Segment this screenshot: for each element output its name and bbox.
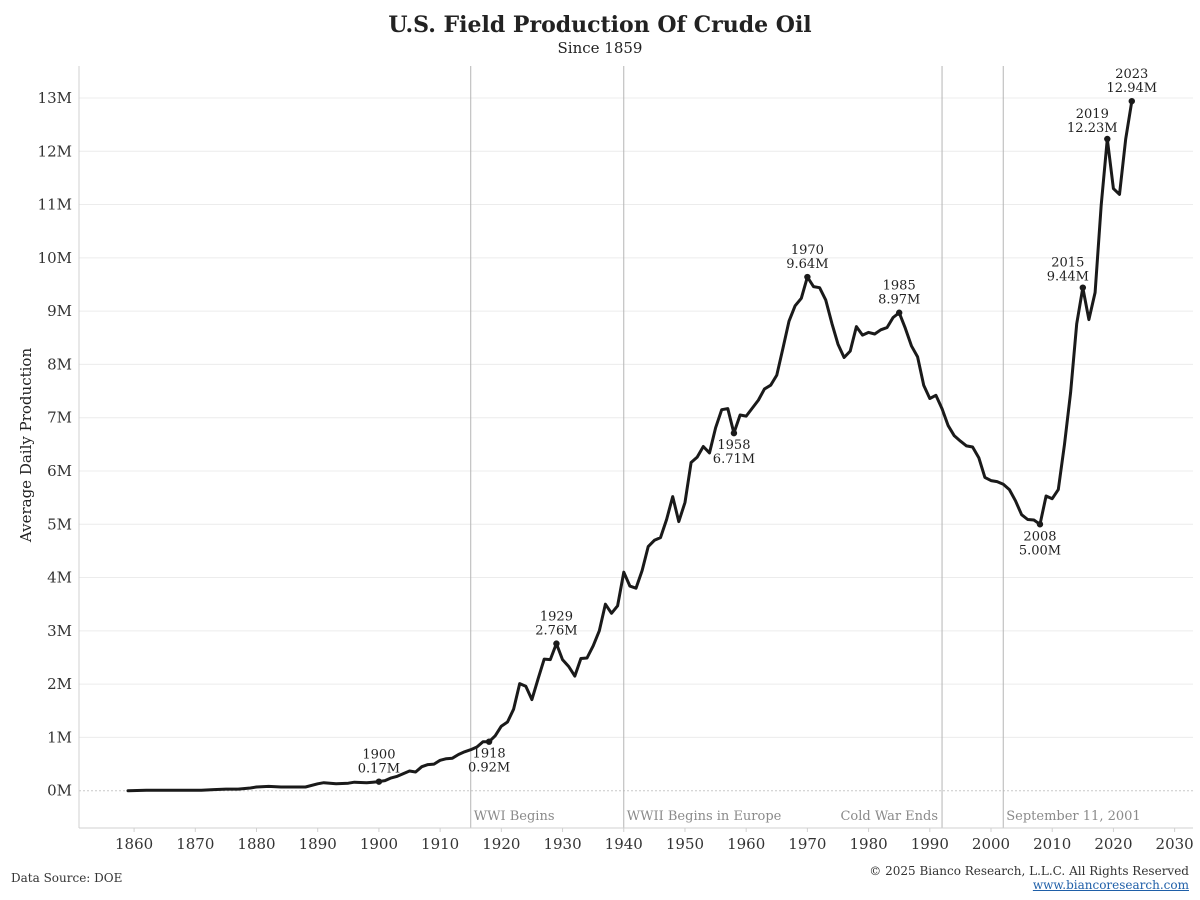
annotation-point: [730, 429, 738, 437]
event-label: Cold War Ends: [840, 809, 938, 824]
x-tick-label: 1960: [727, 835, 765, 853]
annotation-value: 0.92M: [468, 761, 510, 776]
x-tick-label: 1860: [115, 835, 153, 853]
x-tick-label: 1900: [360, 835, 398, 853]
annotation-value: 8.97M: [878, 293, 920, 308]
annotation-point: [375, 778, 383, 785]
annotation-year: 2023: [1115, 67, 1148, 82]
y-tick-label: 9M: [47, 302, 72, 320]
x-tick-label: 1920: [482, 835, 520, 853]
x-tick-label: 1980: [849, 835, 887, 853]
chart-title: U.S. Field Production Of Crude Oil: [388, 12, 812, 38]
annotation-point: [1104, 135, 1111, 143]
annotation-value: 9.44M: [1047, 270, 1089, 285]
x-tick-label: 1890: [299, 835, 337, 853]
annotation-year: 1970: [791, 243, 824, 258]
axes: 0M 1M 2M 3M 4M 5M 6M 7M 8M 9M 10M 11M 12M 13M 1860 1870…: [38, 66, 1194, 853]
y-tick-label: 6M: [47, 462, 72, 480]
x-tick-label: 1880: [237, 835, 275, 853]
series-layer: [126, 99, 1134, 793]
annotation-year: 1900: [362, 748, 395, 763]
annotation-year: 1958: [717, 438, 750, 453]
annotation-year: 2019: [1076, 107, 1109, 122]
y-tick-label: 0M: [47, 782, 72, 800]
annotation-point: [804, 273, 811, 281]
event-label: WWI Begins: [474, 809, 555, 824]
annotation-year: 2015: [1051, 256, 1084, 271]
x-tick-label: 1990: [911, 835, 949, 853]
x-tick-label: 2010: [1033, 835, 1071, 853]
x-tick-label: 1970: [788, 835, 826, 853]
annotation-year: 1985: [883, 279, 916, 294]
production-line: [126, 99, 1134, 793]
data-source: Data Source: DOE: [11, 871, 123, 885]
event-lines: WWI Begins WWII Begins in Europe Cold War …: [470, 66, 1141, 828]
x-tick-label: 1940: [605, 835, 643, 853]
y-tick-label: 10M: [38, 249, 72, 267]
y-axis-label: Average Daily Production: [17, 348, 35, 544]
y-tick-label: 12M: [38, 142, 72, 160]
y-tick-label: 3M: [47, 622, 72, 640]
y-tick-label: 4M: [47, 569, 72, 587]
x-tick-label: 2020: [1094, 835, 1132, 853]
grid-lines: [79, 97, 1193, 792]
copyright-notice: © 2025 Bianco Research, L.L.C. All Right…: [869, 864, 1189, 878]
annotation-value: 0.17M: [358, 762, 400, 777]
annotation-point: [1036, 521, 1044, 528]
annotation-year: 1918: [473, 747, 506, 762]
y-tick-label: 7M: [47, 409, 72, 427]
x-tick-label: 1930: [543, 835, 581, 853]
annotation-value: 2.76M: [535, 624, 577, 639]
annotation-point: [895, 309, 903, 316]
annotation-year: 2008: [1023, 529, 1056, 544]
y-tick-label: 11M: [38, 196, 72, 214]
annotation-value: 12.94M: [1107, 81, 1158, 96]
annotation-value: 6.71M: [713, 452, 755, 467]
y-tick-label: 13M: [38, 89, 72, 107]
x-tick-label: 1950: [666, 835, 704, 853]
annotation-point: [1079, 284, 1087, 291]
event-label: WWII Begins in Europe: [627, 809, 782, 824]
y-tick-label: 5M: [47, 515, 72, 533]
event-label: September 11, 2001: [1006, 809, 1140, 824]
annotation-value: 12.23M: [1067, 121, 1118, 136]
annotation-year: 1929: [540, 610, 573, 625]
x-tick-label: 1870: [176, 835, 214, 853]
annotation-value: 9.64M: [786, 257, 828, 272]
annotation-value: 5.00M: [1019, 543, 1061, 558]
annotation-point: [1128, 97, 1135, 105]
chart-subtitle: Since 1859: [557, 39, 643, 57]
x-tick-label: 2000: [972, 835, 1010, 853]
y-tick-label: 2M: [47, 675, 72, 693]
x-tick-label: 2030: [1156, 835, 1194, 853]
y-tick-label: 1M: [47, 728, 72, 746]
annotation-point: [485, 738, 493, 745]
y-tick-label: 8M: [47, 355, 72, 373]
x-tick-label: 1910: [421, 835, 459, 853]
website-link[interactable]: www.biancoresearch.com: [1032, 878, 1189, 892]
annotation-point: [553, 640, 560, 647]
